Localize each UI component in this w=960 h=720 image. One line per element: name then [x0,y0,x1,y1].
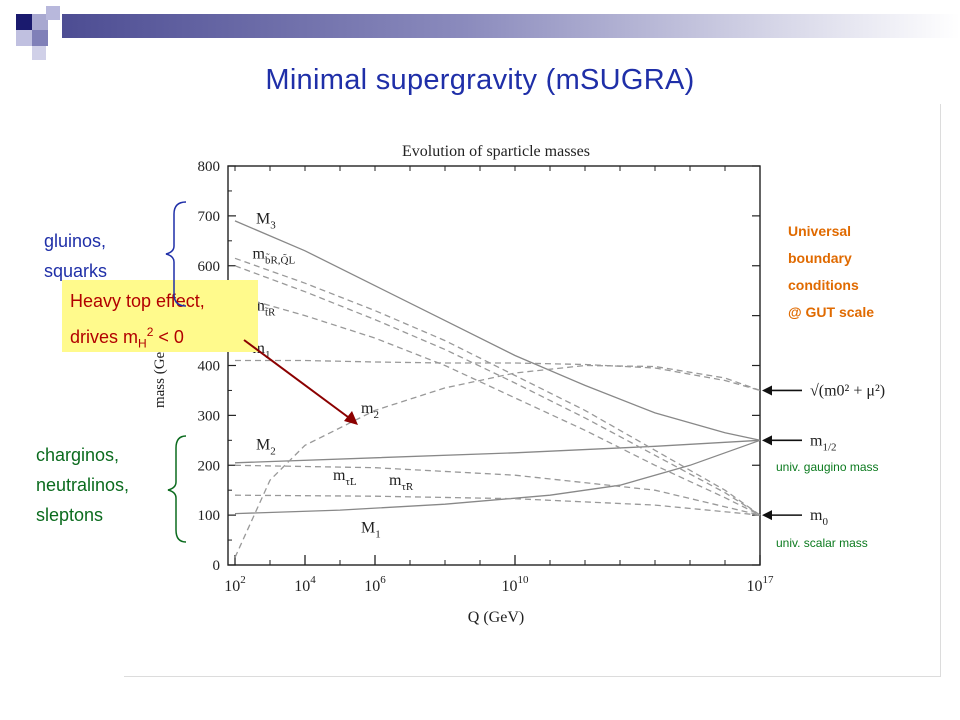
x-tick-label: 1010 [502,574,530,595]
chart-axes: 0100200300400500600700800102104106101010… [198,159,775,595]
curve-label: m2 [361,400,379,421]
series-line-m-taul [234,464,761,516]
series-line-m1 [234,439,761,515]
series-line-m2 [234,364,761,558]
gut-scale-line: @ GUT scale [788,304,875,320]
y-axis-label: mass (GeV) [152,336,168,408]
gaugino-mass-note: univ. gaugino mass [776,460,879,474]
y-tick-label: 400 [198,359,221,375]
y-tick-label: 700 [198,209,221,225]
y-tick-label: 100 [198,508,221,524]
charginos-label: charginos, neutralinos, sleptons [36,440,129,530]
sleptons-line: sleptons [36,505,104,525]
heavy-top-tail: < 0 [153,327,184,347]
curve-label: M2 [256,436,276,457]
squarks-line: squarks [44,261,108,281]
curve-label: mτ̃R [389,472,414,493]
series-layer [234,220,761,558]
logo-square-light [32,14,48,30]
neutralinos-line: neutralinos, [36,475,130,495]
boundary-marker-label: m1/2 [810,432,837,453]
series-line-m-tr [234,295,761,516]
heavy-top-text: drives m [70,327,139,347]
series-line-m-br-ql-2- [234,265,761,516]
heavy-top-line2: drives mH2 < 0 [70,317,258,360]
curve-label: mb̃R,Q̃L [253,245,296,266]
series-line-m-br-ql [234,257,761,516]
title-bar-gradient [62,14,960,38]
logo-square-mid [32,30,48,46]
heavy-top-sub: H [138,336,147,351]
logo-square-light [32,46,46,60]
x-tick-label: 102 [224,574,246,595]
heavy-top-callout: Heavy top effect, drives mH2 < 0 [62,280,258,352]
y-tick-label: 200 [198,458,221,474]
y-tick-label: 600 [198,259,221,275]
curve-label: M1 [361,520,381,541]
logo-square-light [46,6,60,20]
universal-line: Universal [788,223,852,239]
chart-panel: Evolution of sparticle masses 0 100 200 300… [124,104,941,677]
x-tick-label: 104 [294,574,316,595]
chart-svg: Evolution of sparticle masses 0 100 200 300… [152,143,885,626]
curve-label: mτ̃L [333,467,357,488]
y-tick-label: 800 [198,159,221,175]
slide-title: Minimal supergravity (mSUGRA) [265,64,695,96]
universal-boundary-note: Universal boundary conditions @ GUT scal… [788,218,938,326]
y-tick-label: 300 [198,408,221,424]
boundary-line: boundary [788,250,852,266]
boundary-arrow-head [762,510,772,521]
heavy-top-line1: Heavy top effect, [70,291,205,311]
series-line-m3 [234,220,761,441]
boundary-marker-label: √(m0² + μ²) [810,382,885,399]
logo-square-dark [16,14,32,30]
conditions-line: conditions [788,277,859,293]
boundary-arrow-head [762,385,772,396]
charginos-line: charginos, [36,445,120,465]
boundary-markers: √(m0² + μ²) m1/2 m0 [762,382,885,528]
x-axis-label: Q (GeV) [468,609,524,626]
curve-label: M3 [256,210,276,231]
gluinos-line: gluinos, [44,231,107,251]
x-tick-label: 106 [364,574,386,595]
y-tick-label: 0 [213,558,221,574]
series-line-m2 [234,439,761,464]
x-tick-label: 1017 [747,574,775,595]
logo-square-light [16,30,32,46]
boundary-marker-label: m0 [810,507,828,528]
heavy-top-sup: 2 [146,325,154,339]
gluinos-label: gluinos, squarks [44,226,107,286]
series-line-m-taur [234,494,761,516]
boundary-arrow-head [762,435,772,446]
scalar-mass-note: univ. scalar mass [776,536,868,550]
series-line-m1 [235,359,761,392]
chart-title: Evolution of sparticle masses [402,143,590,160]
